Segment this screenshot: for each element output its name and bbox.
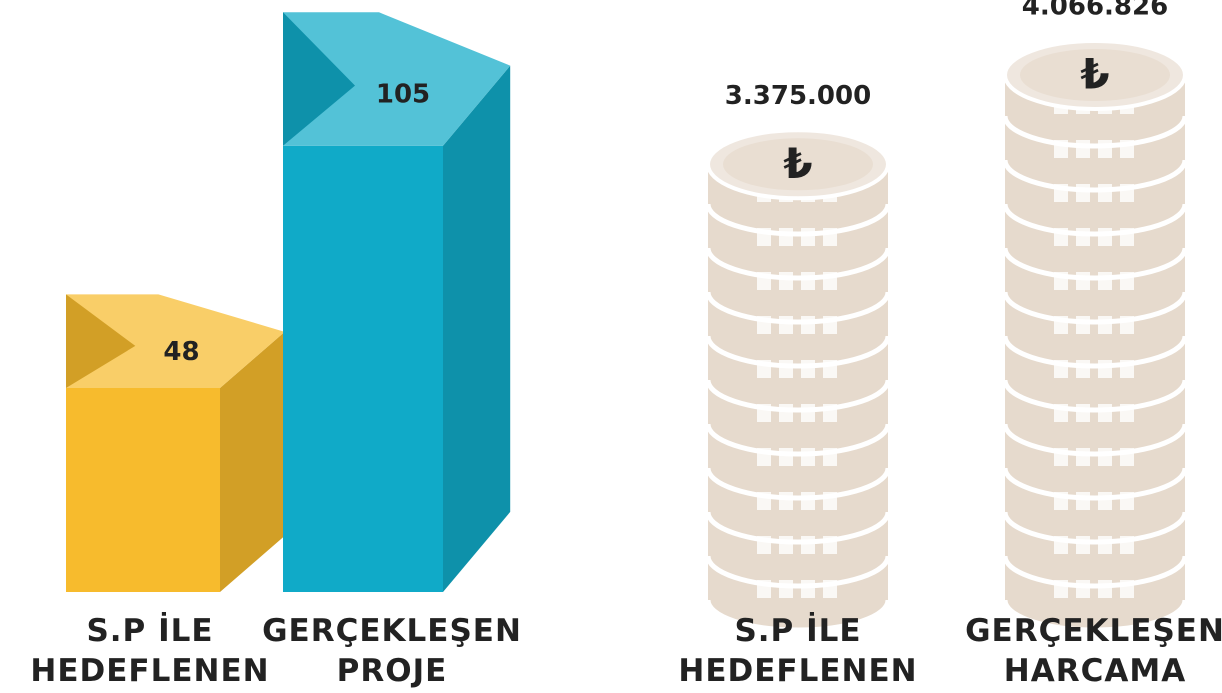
coin-notch <box>1076 536 1090 554</box>
coin-notch <box>1098 184 1112 202</box>
coin-notch <box>801 272 815 290</box>
coin-notch <box>1076 448 1090 466</box>
coin-notch <box>801 360 815 378</box>
coin-notch <box>1076 580 1090 598</box>
coin-notch <box>779 448 793 466</box>
category-label: GERÇEKLEŞEN PROJE <box>262 613 522 689</box>
coin-stack <box>705 128 891 633</box>
coin-notch <box>801 316 815 334</box>
coin-edge <box>1002 291 1188 325</box>
coin-edge <box>705 423 891 457</box>
coin-notch <box>1098 228 1112 246</box>
bar-side <box>220 331 285 592</box>
coin-notch <box>1098 536 1112 554</box>
coin-edge <box>1002 555 1188 589</box>
coin-top-inner <box>723 138 873 191</box>
coin-bottom <box>708 570 888 630</box>
category-label: S.P İLE HEDEFLENEN <box>678 613 918 689</box>
coin-notch <box>801 228 815 246</box>
coin-notch <box>1098 448 1112 466</box>
coin-notch <box>1076 404 1090 422</box>
coin-edge <box>1002 247 1188 281</box>
coin-edge <box>705 555 891 589</box>
bar <box>283 12 511 592</box>
coin-stack <box>1002 39 1188 633</box>
coin-notch <box>1098 272 1112 290</box>
coin-notch <box>1098 580 1112 598</box>
value-label: 105 <box>376 80 430 110</box>
currency-symbol: ₺ <box>783 139 812 188</box>
coin-notch <box>779 316 793 334</box>
coin-edge <box>1002 115 1188 149</box>
coin-notch <box>1076 492 1090 510</box>
coin-notch <box>1098 316 1112 334</box>
coin-edge <box>705 511 891 545</box>
bar-top <box>283 12 511 146</box>
coin-notch <box>1076 228 1090 246</box>
bar-top-notch <box>283 12 355 146</box>
bar-front <box>66 388 220 592</box>
coin-notch <box>1098 360 1112 378</box>
coin-edge <box>1002 511 1188 545</box>
coin-notch <box>779 360 793 378</box>
coin-edge <box>1002 203 1188 237</box>
coin-edge <box>1002 159 1188 193</box>
category-label: GERÇEKLEŞEN HARCAMA <box>965 613 1222 689</box>
coin-edge <box>705 599 891 633</box>
coin-notch <box>801 404 815 422</box>
bar-side <box>443 65 511 592</box>
coin-notch <box>801 448 815 466</box>
coin-notch <box>1076 316 1090 334</box>
value-label: 3.375.000 <box>725 81 871 111</box>
coin-notch <box>801 536 815 554</box>
bar-front <box>283 145 443 592</box>
coin-notch <box>1076 140 1090 158</box>
coin-body <box>1005 75 1185 600</box>
bar-top-notch <box>66 294 136 388</box>
coin-body <box>708 164 888 600</box>
coin-edge <box>1002 599 1188 633</box>
coin-bottom <box>1005 570 1185 630</box>
coin-edge <box>705 291 891 325</box>
value-label: 4.066.826 <box>1022 0 1168 22</box>
bar <box>66 294 285 592</box>
coin-edge <box>705 247 891 281</box>
coin-edge <box>705 335 891 369</box>
coin-notch <box>779 580 793 598</box>
coin-edge <box>1002 379 1188 413</box>
coin-edge <box>705 203 891 237</box>
coin-edge <box>1002 467 1188 501</box>
coin-notch <box>801 580 815 598</box>
coin-notch <box>1076 272 1090 290</box>
value-label: 48 <box>163 337 199 367</box>
coin-notch <box>779 536 793 554</box>
coin-edge <box>1002 423 1188 457</box>
coin-edge <box>1002 335 1188 369</box>
coin-notch <box>1076 360 1090 378</box>
coin-notch <box>1076 184 1090 202</box>
coin-notch <box>779 404 793 422</box>
currency-symbol: ₺ <box>1080 50 1109 99</box>
coin-top-inner <box>1020 49 1170 101</box>
coin-notch <box>779 272 793 290</box>
coin-notch <box>779 228 793 246</box>
coin-notch <box>1098 140 1112 158</box>
coin-notch <box>779 492 793 510</box>
coin-edge <box>705 467 891 501</box>
coin-edge <box>705 379 891 413</box>
category-label: S.P İLE HEDEFLENEN <box>30 613 270 689</box>
coin-notch <box>1098 404 1112 422</box>
coin-notch <box>1098 492 1112 510</box>
coin-notch <box>801 492 815 510</box>
bar-top <box>66 294 285 388</box>
